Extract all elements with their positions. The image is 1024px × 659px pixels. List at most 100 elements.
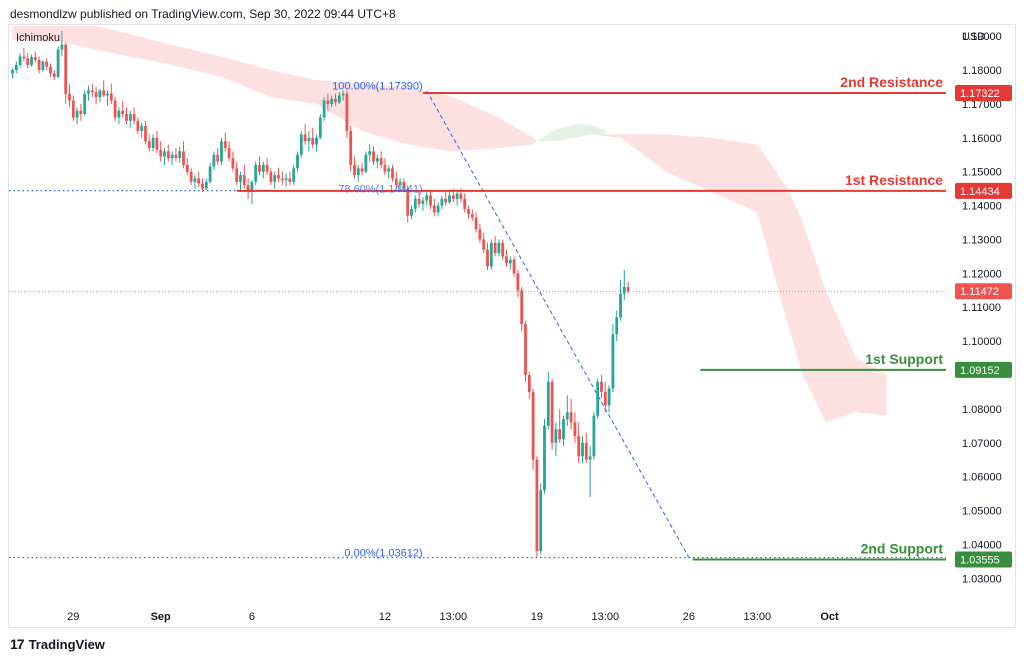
- x-tick-label: 26: [683, 611, 695, 623]
- candle-body: [505, 256, 508, 264]
- candle-body: [197, 178, 201, 184]
- level-price-tag: 1.03555: [960, 554, 1000, 566]
- candle-body: [261, 164, 265, 172]
- candle-body: [603, 391, 607, 406]
- candle-body: [296, 154, 299, 169]
- candle-body: [117, 110, 121, 118]
- level-name: 2nd Support: [861, 540, 944, 556]
- tradingview-logo-icon: 17: [10, 636, 25, 652]
- candle-body: [543, 425, 546, 491]
- y-tick-label: 1.04000: [962, 539, 1002, 551]
- candle-body: [318, 117, 322, 138]
- candle-body: [588, 456, 592, 460]
- tradingview-footer[interactable]: 17 TradingView: [10, 636, 105, 652]
- y-tick-label: 1.14000: [962, 201, 1002, 213]
- candle-body: [216, 154, 220, 162]
- candle-body: [527, 374, 531, 392]
- ichimoku-cloud-bearish: [12, 26, 887, 423]
- candle-body: [26, 58, 30, 65]
- candle-body: [288, 178, 292, 182]
- candle-body: [109, 93, 113, 101]
- candle-body: [410, 208, 413, 216]
- candle-body: [531, 391, 535, 460]
- axis-currency-label: USD: [962, 31, 985, 43]
- candle-body: [265, 164, 269, 172]
- fib-low-label: 0.00%(1.03612): [344, 548, 422, 560]
- candle-body: [170, 154, 174, 159]
- x-tick-label: 13:00: [744, 611, 772, 623]
- candle-body: [269, 171, 273, 182]
- level-price-tag: 1.14434: [960, 186, 1000, 198]
- candle-body: [569, 412, 573, 423]
- y-tick-label: 1.18000: [962, 65, 1002, 77]
- level-price-tag: 1.09152: [960, 365, 1000, 377]
- candle-body: [303, 134, 307, 142]
- candle-body: [242, 175, 246, 186]
- x-tick-label: Sep: [151, 611, 171, 623]
- candle-body: [413, 198, 417, 209]
- candle-body: [421, 200, 425, 204]
- candle-body: [577, 435, 581, 457]
- candle-body: [440, 198, 444, 206]
- candle-body: [159, 149, 163, 157]
- candle-body: [482, 239, 486, 250]
- candle-body: [470, 214, 474, 218]
- candle-body: [417, 198, 421, 204]
- candle-body: [75, 110, 79, 118]
- y-tick-label: 1.07000: [962, 438, 1002, 450]
- x-tick-label: 6: [249, 611, 255, 623]
- candle-body: [554, 429, 558, 443]
- candle-body: [607, 388, 611, 406]
- y-tick-label: 1.05000: [962, 506, 1002, 518]
- candle-body: [231, 158, 235, 169]
- candle-body: [451, 195, 455, 199]
- candle-body: [178, 151, 182, 159]
- candle-body: [182, 151, 185, 165]
- candle-body: [486, 249, 489, 267]
- candle-body: [508, 259, 512, 264]
- candle-body: [102, 90, 106, 96]
- footer-brand: TradingView: [28, 636, 105, 652]
- candle-body: [535, 459, 539, 552]
- candle-body: [391, 168, 394, 179]
- candle-body: [341, 93, 345, 96]
- candle-body: [429, 195, 432, 206]
- candle-body: [193, 178, 197, 182]
- candle-body: [163, 151, 166, 157]
- candle-body: [208, 166, 212, 182]
- candle-body: [71, 100, 75, 118]
- candle-body: [550, 381, 554, 443]
- x-tick-label: 12: [379, 611, 391, 623]
- indicator-label[interactable]: Ichimoku: [16, 32, 61, 44]
- candle-body: [592, 415, 596, 457]
- y-tick-label: 1.19000: [962, 31, 1002, 43]
- candle-body: [474, 217, 478, 230]
- candle-body: [166, 151, 170, 159]
- candle-body: [398, 181, 402, 186]
- candle-body: [246, 185, 250, 193]
- candle-body: [212, 154, 216, 167]
- candle-body: [125, 114, 128, 121]
- candle-body: [432, 205, 436, 213]
- y-tick-label: 1.16000: [962, 133, 1002, 145]
- candle-body: [227, 147, 231, 159]
- candle-body: [584, 442, 588, 460]
- current-price-tag: 1.11472: [960, 286, 999, 298]
- candle-body: [581, 442, 584, 457]
- candle-body: [349, 131, 353, 165]
- candle-body: [322, 100, 326, 118]
- candle-body: [94, 92, 98, 98]
- candle-body: [49, 66, 52, 74]
- candle-body: [155, 137, 159, 150]
- y-tick-label: 1.03000: [962, 573, 1002, 585]
- candle-body: [220, 141, 223, 162]
- candle-body: [448, 195, 451, 203]
- candle-body: [501, 242, 505, 257]
- candle-body: [626, 286, 630, 292]
- candle-body: [189, 171, 193, 182]
- candle-body: [622, 286, 626, 294]
- plot-area: 2nd Resistance 1st Resistance 1st Support 2…: [9, 26, 946, 561]
- candle-body: [394, 178, 398, 186]
- level-price-tag: 1.17322: [960, 88, 1000, 100]
